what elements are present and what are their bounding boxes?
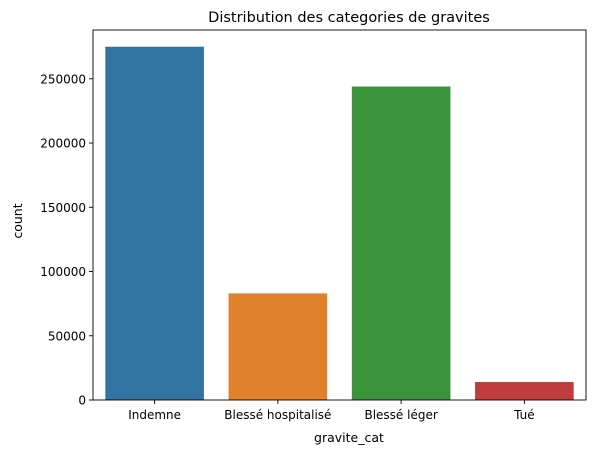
x-tick-label: Blessé hospitalisé: [224, 408, 331, 422]
y-tick-label: 100000: [40, 265, 86, 279]
y-tick-label: 0: [78, 394, 86, 408]
y-axis: 0 50000 100000 150000 200000 250000: [40, 72, 93, 407]
y-tick-label: 200000: [40, 137, 86, 151]
y-tick-label: 250000: [40, 72, 86, 86]
x-tick-label: Blessé léger: [364, 408, 437, 422]
x-tick-label: Indemne: [128, 408, 181, 422]
x-axis: Indemne Blessé hospitalisé Blessé léger Tué: [128, 400, 534, 422]
y-axis-label: count: [10, 203, 25, 238]
bar-tu-: [475, 382, 574, 400]
bar-bless-hospitalis-: [229, 293, 328, 400]
x-axis-label: gravite_cat: [314, 430, 384, 445]
bar-indemne: [105, 47, 204, 400]
x-tick-label: Tué: [513, 408, 535, 422]
bar-bless-l-ger: [352, 87, 451, 400]
chart-title: Distribution des categories de gravites: [208, 10, 490, 26]
y-tick-label: 50000: [48, 329, 86, 343]
plot-area: [93, 30, 586, 400]
y-tick-label: 150000: [40, 201, 86, 215]
